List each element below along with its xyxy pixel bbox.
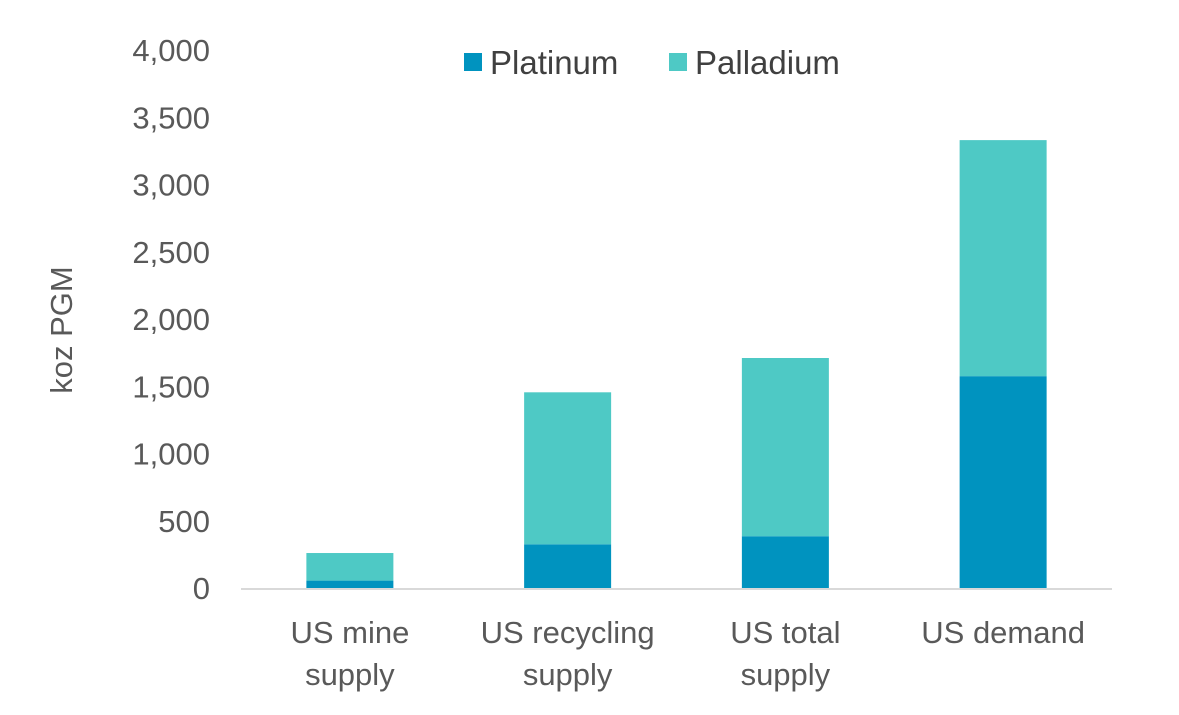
legend-label-platinum: Platinum xyxy=(490,44,618,81)
bar-palladium-3 xyxy=(741,358,829,537)
y-axis-title: koz PGM xyxy=(44,266,79,393)
y-tick-label: 4,000 xyxy=(132,33,210,68)
bar-platinum-2 xyxy=(524,544,612,588)
y-tick-label: 2,500 xyxy=(132,235,210,270)
x-category-label: US recycling xyxy=(481,615,655,650)
bar-palladium-4 xyxy=(959,140,1047,377)
x-category-label: supply xyxy=(741,657,831,692)
bars xyxy=(306,140,1047,588)
y-tick-label: 500 xyxy=(158,504,210,539)
x-category-label: US demand xyxy=(921,615,1085,650)
x-category-label: US mine xyxy=(290,615,409,650)
bar-platinum-4 xyxy=(959,376,1047,588)
y-tick-label: 1,000 xyxy=(132,437,210,472)
legend-swatch-platinum xyxy=(464,53,482,71)
y-tick-label: 0 xyxy=(193,571,210,606)
y-tick-label: 3,500 xyxy=(132,100,210,135)
bar-palladium-2 xyxy=(524,392,612,545)
y-axis-ticks: 0 500 1,000 1,500 2,000 2,500 3,000 3,500 4,000 xyxy=(132,33,210,606)
x-category-label: US total xyxy=(730,615,840,650)
x-category-label: supply xyxy=(523,657,613,692)
y-tick-label: 2,000 xyxy=(132,302,210,337)
bar-platinum-1 xyxy=(306,580,394,588)
legend-label-palladium: Palladium xyxy=(695,44,840,81)
y-tick-label: 1,500 xyxy=(132,369,210,404)
x-category-label: supply xyxy=(305,657,395,692)
bar-palladium-1 xyxy=(306,553,394,581)
y-axis-title-group: koz PGM xyxy=(44,266,79,393)
x-axis-category-labels: US mine supply US recycling supply US total s… xyxy=(290,615,1085,692)
y-tick-label: 3,000 xyxy=(132,168,210,203)
legend: Platinum Palladium xyxy=(464,44,840,81)
legend-swatch-palladium xyxy=(669,53,687,71)
bar-platinum-3 xyxy=(741,536,829,588)
